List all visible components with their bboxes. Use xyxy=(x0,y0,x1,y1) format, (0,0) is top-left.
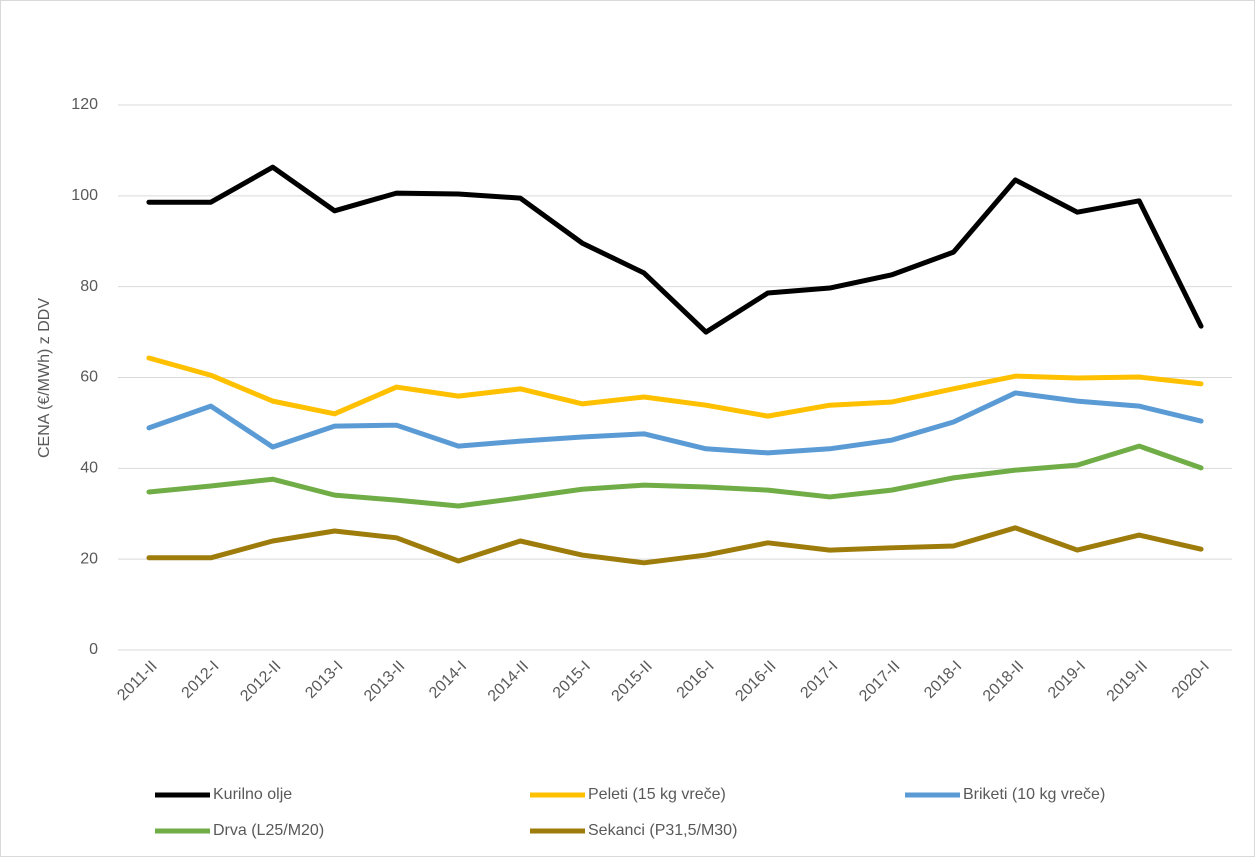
y-axis-label: CENA (€/MWh) z DDV xyxy=(36,298,53,458)
legend-label: Kurilno olje xyxy=(213,786,292,803)
y-tick-label: 0 xyxy=(89,641,98,658)
y-tick-label: 40 xyxy=(80,460,98,477)
series-line xyxy=(146,390,1204,456)
legend-label: Sekanci (P31,5/M30) xyxy=(588,822,737,839)
y-tick-label: 80 xyxy=(80,278,98,295)
y-tick-label: 20 xyxy=(80,550,98,567)
series-line xyxy=(146,355,1204,419)
y-tick-label: 120 xyxy=(71,96,98,113)
legend-label: Briketi (10 kg vreče) xyxy=(963,786,1105,803)
series-line xyxy=(146,443,1204,509)
series-line xyxy=(146,525,1204,566)
legend-label: Drva (L25/M20) xyxy=(213,822,324,839)
y-tick-label: 100 xyxy=(71,187,98,204)
legend-label: Peleti (15 kg vreče) xyxy=(588,786,726,803)
series-line xyxy=(146,164,1204,335)
y-tick-label: 60 xyxy=(80,369,98,386)
